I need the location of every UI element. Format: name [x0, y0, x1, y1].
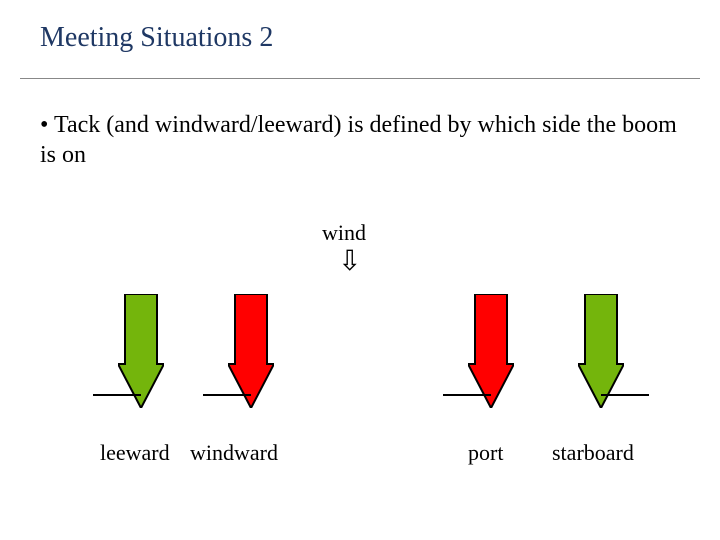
- caption-label: starboard: [552, 440, 634, 466]
- caption-label: windward: [190, 440, 278, 466]
- boom-line: [601, 394, 649, 396]
- caption-label: port: [468, 440, 503, 466]
- boat-arrow: [468, 294, 514, 408]
- boom-line: [93, 394, 141, 396]
- title-divider: [20, 78, 700, 79]
- down-arrow-icon: ⇩: [338, 248, 361, 276]
- boat-arrow: [578, 294, 624, 408]
- boom-line: [203, 394, 251, 396]
- bullet-line: •Tack (and windward/leeward) is defined …: [40, 110, 680, 170]
- boat-arrow: [118, 294, 164, 408]
- boat-arrow: [228, 294, 274, 408]
- caption-label: leeward: [100, 440, 170, 466]
- wind-label: wind: [322, 220, 366, 246]
- bullet-text: Tack (and windward/leeward) is defined b…: [40, 112, 677, 168]
- bullet-dot: •: [40, 110, 54, 140]
- slide-title: Meeting Situations 2: [40, 22, 273, 54]
- boom-line: [443, 394, 491, 396]
